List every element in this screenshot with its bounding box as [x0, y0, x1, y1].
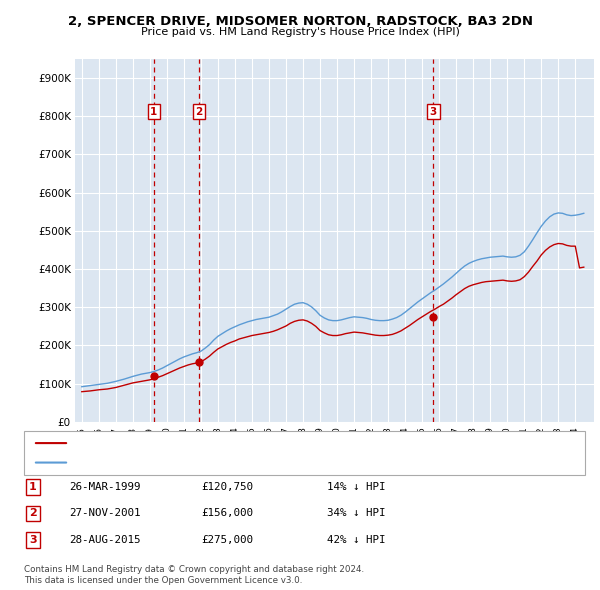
Text: 2: 2	[29, 509, 37, 518]
Text: 3: 3	[29, 535, 37, 545]
Text: 34% ↓ HPI: 34% ↓ HPI	[327, 509, 386, 518]
Text: 1: 1	[150, 107, 157, 117]
Text: £275,000: £275,000	[201, 535, 253, 545]
Text: Contains HM Land Registry data © Crown copyright and database right 2024.
This d: Contains HM Land Registry data © Crown c…	[24, 565, 364, 585]
Text: 3: 3	[430, 107, 437, 117]
Text: 42% ↓ HPI: 42% ↓ HPI	[327, 535, 386, 545]
Text: £120,750: £120,750	[201, 482, 253, 491]
Text: £156,000: £156,000	[201, 509, 253, 518]
Text: HPI: Average price, detached house, Bath and North East Somerset: HPI: Average price, detached house, Bath…	[74, 458, 410, 467]
Text: 2, SPENCER DRIVE, MIDSOMER NORTON, RADSTOCK, BA3 2DN (detached house): 2, SPENCER DRIVE, MIDSOMER NORTON, RADST…	[74, 438, 476, 448]
Text: Price paid vs. HM Land Registry's House Price Index (HPI): Price paid vs. HM Land Registry's House …	[140, 27, 460, 37]
Text: 27-NOV-2001: 27-NOV-2001	[69, 509, 140, 518]
Text: 2: 2	[196, 107, 203, 117]
Text: 28-AUG-2015: 28-AUG-2015	[69, 535, 140, 545]
Text: 14% ↓ HPI: 14% ↓ HPI	[327, 482, 386, 491]
Text: 2, SPENCER DRIVE, MIDSOMER NORTON, RADSTOCK, BA3 2DN: 2, SPENCER DRIVE, MIDSOMER NORTON, RADST…	[67, 15, 533, 28]
Text: 1: 1	[29, 482, 37, 491]
Text: 26-MAR-1999: 26-MAR-1999	[69, 482, 140, 491]
